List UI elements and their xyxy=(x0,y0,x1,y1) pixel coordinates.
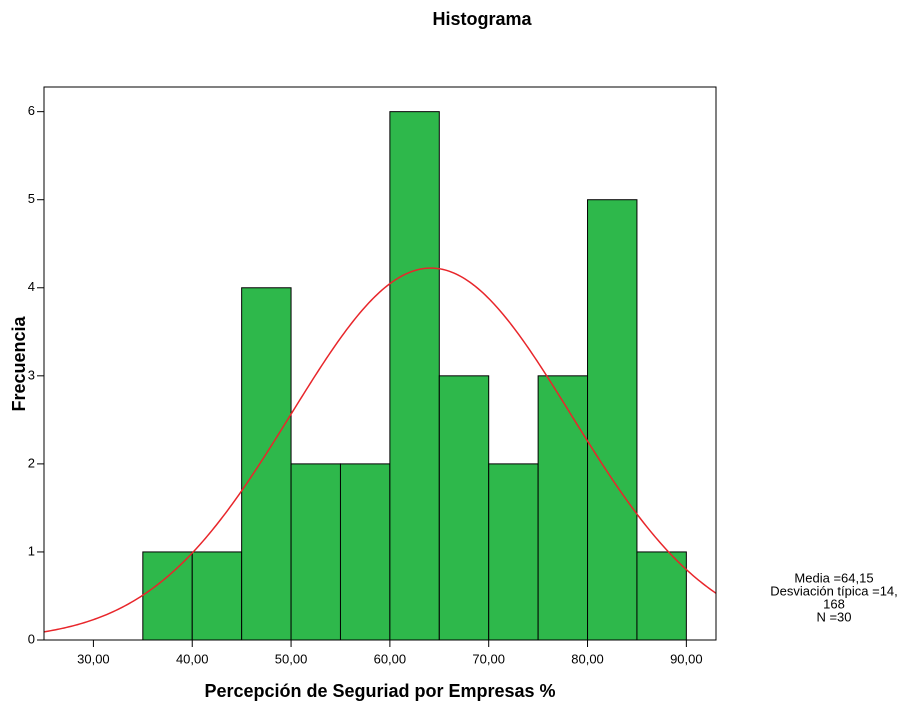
y-tick-label: 4 xyxy=(28,279,35,294)
stats-annotation: Media =64,15 xyxy=(794,570,873,585)
stats-annotation: N =30 xyxy=(816,609,851,624)
y-tick-label: 6 xyxy=(28,103,35,118)
x-tick-label: 60,00 xyxy=(374,651,407,666)
x-tick-label: 80,00 xyxy=(571,651,604,666)
normal-curve xyxy=(43,267,717,633)
bar xyxy=(142,551,193,641)
plot-frame xyxy=(43,86,717,641)
bar xyxy=(290,463,341,641)
bar xyxy=(241,287,292,641)
bar xyxy=(537,375,589,641)
x-tick-label: 30,00 xyxy=(77,651,110,666)
bar xyxy=(587,199,638,641)
bar xyxy=(191,551,243,641)
x-tick-label: 40,00 xyxy=(176,651,209,666)
y-tick-label: 0 xyxy=(28,631,35,646)
y-axis-label: Frecuencia xyxy=(9,315,29,411)
bar xyxy=(438,375,490,641)
x-tick-label: 50,00 xyxy=(275,651,308,666)
stats-annotation: Desviación típica =14, xyxy=(770,583,898,598)
x-tick-label: 90,00 xyxy=(670,651,703,666)
bar xyxy=(488,463,539,641)
bar xyxy=(636,551,687,641)
y-tick-label: 5 xyxy=(28,191,35,206)
bar xyxy=(339,463,391,641)
y-tick-label: 3 xyxy=(28,367,35,382)
chart-title: Histograma xyxy=(432,9,532,29)
stats-annotation: 168 xyxy=(823,596,845,611)
x-axis-label: Percepción de Seguriad por Empresas % xyxy=(204,681,555,701)
y-tick-label: 2 xyxy=(28,455,35,470)
x-tick-label: 70,00 xyxy=(472,651,505,666)
y-tick-label: 1 xyxy=(28,543,35,558)
bar xyxy=(389,111,440,641)
